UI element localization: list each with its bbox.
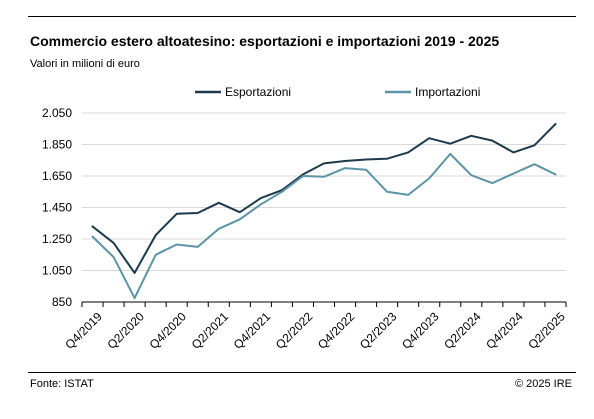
source-note: Fonte: ISTAT xyxy=(30,378,94,390)
copyright-note: © 2025 IRE xyxy=(514,378,572,390)
y-tick-label: 2.050 xyxy=(42,106,72,120)
x-axis: Q4/2019 Q2/2020 Q4/2020 Q2/2021 Q4/2021 Q2/20… xyxy=(62,301,568,352)
x-tick-label: Q2/2020 xyxy=(104,309,147,352)
legend: Esportazioni Importazioni xyxy=(195,85,480,99)
x-tick-label: Q4/2023 xyxy=(399,309,442,352)
chart-title: Commercio estero altoatesino: esportazio… xyxy=(30,33,500,49)
series-line-imports xyxy=(91,152,557,300)
x-tick-label: Q2/2021 xyxy=(189,309,232,352)
x-tick-label: Q4/2019 xyxy=(62,309,105,352)
x-tick-label: Q2/2025 xyxy=(525,309,568,352)
top-rule xyxy=(28,16,576,17)
x-tick-label: Q4/2021 xyxy=(231,309,274,352)
x-tick-label: Q4/2020 xyxy=(147,309,190,352)
series-group xyxy=(91,123,557,300)
legend-label-imports: Importazioni xyxy=(415,85,480,99)
y-tick-label: 1.050 xyxy=(42,264,72,278)
x-tick-label: Q2/2024 xyxy=(441,309,484,352)
x-tick-label: Q2/2022 xyxy=(273,309,316,352)
y-axis: 850 1.050 1.250 1.450 1.650 1.850 2.050 xyxy=(42,106,72,309)
y-tick-label: 850 xyxy=(52,295,72,309)
chart-subtitle: Valori in milioni di euro xyxy=(30,58,140,70)
x-tick-label: Q2/2023 xyxy=(357,309,400,352)
bottom-rule xyxy=(28,372,576,373)
x-tick-label: Q4/2024 xyxy=(483,309,526,352)
gridlines xyxy=(82,112,566,271)
legend-label-exports: Esportazioni xyxy=(225,85,291,99)
y-tick-label: 1.250 xyxy=(42,232,72,246)
x-tick-label: Q4/2022 xyxy=(315,309,358,352)
y-tick-label: 1.650 xyxy=(42,169,72,183)
y-tick-label: 1.450 xyxy=(42,201,72,215)
series-line-exports xyxy=(91,123,557,274)
y-tick-label: 1.850 xyxy=(42,138,72,152)
